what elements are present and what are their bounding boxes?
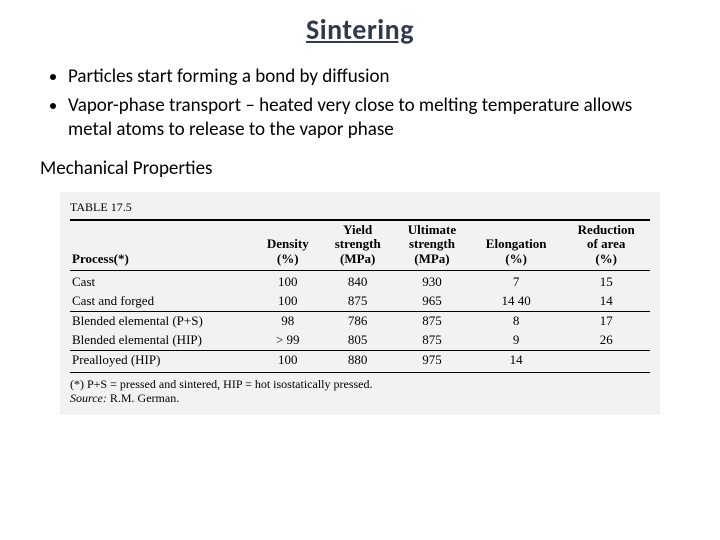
- cell-process: Blended elemental (P+S): [70, 311, 254, 330]
- cell-elongation: 8: [470, 311, 562, 330]
- cell-ultimate: 965: [394, 292, 470, 311]
- table-row: Cast 100 840 930 7 15: [70, 270, 650, 291]
- table-container: TABLE 17.5 Process(*) Density (%) Yield …: [60, 192, 660, 415]
- bullet-list: Particles start forming a bond by diffus…: [40, 65, 680, 143]
- table-header-row: Process(*) Density (%) Yield strength (M…: [70, 220, 650, 270]
- cell-density: 98: [254, 311, 321, 330]
- cell-process: Cast: [70, 270, 254, 291]
- cell-yield: 875: [321, 292, 394, 311]
- cell-yield: 840: [321, 270, 394, 291]
- col-header-text: Elongation: [486, 236, 547, 251]
- footnote-source-value: R.M. German.: [110, 391, 179, 405]
- col-header-text: Reduction: [578, 222, 635, 237]
- col-header-text: Ultimate: [408, 222, 456, 237]
- cell-reduction: [562, 350, 650, 372]
- cell-reduction: 17: [562, 311, 650, 330]
- col-header-text: Process(*): [72, 251, 129, 266]
- col-reduction: Reduction of area (%): [562, 220, 650, 270]
- cell-yield: 805: [321, 331, 394, 350]
- cell-density: 100: [254, 270, 321, 291]
- col-density: Density (%): [254, 220, 321, 270]
- col-header-text: (MPa): [340, 251, 375, 266]
- cell-ultimate: 930: [394, 270, 470, 291]
- cell-elongation: 14 40: [470, 292, 562, 311]
- cell-ultimate: 875: [394, 311, 470, 330]
- col-header-text: Yield: [343, 222, 372, 237]
- col-header-text: Density: [267, 236, 309, 251]
- col-header-text: (%): [277, 251, 299, 266]
- table-row: Blended elemental (HIP) > 99 805 875 9 2…: [70, 331, 650, 350]
- col-header-text: (%): [595, 251, 617, 266]
- col-header-text: strength: [335, 236, 381, 251]
- cell-density: > 99: [254, 331, 321, 350]
- col-yield: Yield strength (MPa): [321, 220, 394, 270]
- cell-elongation: 14: [470, 350, 562, 372]
- slide: Sintering Particles start forming a bond…: [0, 0, 720, 540]
- cell-ultimate: 875: [394, 331, 470, 350]
- list-item: Particles start forming a bond by diffus…: [68, 65, 680, 90]
- cell-density: 100: [254, 292, 321, 311]
- cell-reduction: 14: [562, 292, 650, 311]
- cell-ultimate: 975: [394, 350, 470, 372]
- table-row: Blended elemental (P+S) 98 786 875 8 17: [70, 311, 650, 330]
- list-item: Vapor-phase transport – heated very clos…: [68, 94, 680, 143]
- cell-elongation: 9: [470, 331, 562, 350]
- properties-table: Process(*) Density (%) Yield strength (M…: [70, 219, 650, 373]
- cell-density: 100: [254, 350, 321, 372]
- cell-yield: 880: [321, 350, 394, 372]
- cell-elongation: 7: [470, 270, 562, 291]
- footnote-source-label: Source:: [70, 391, 107, 405]
- col-header-text: of area: [587, 236, 625, 251]
- col-header-text: (MPa): [414, 251, 449, 266]
- cell-process: Blended elemental (HIP): [70, 331, 254, 350]
- section-subheading: Mechanical Properties: [40, 157, 680, 180]
- cell-yield: 786: [321, 311, 394, 330]
- col-header-text: (%): [505, 251, 527, 266]
- table-label: TABLE 17.5: [70, 200, 650, 215]
- table-footnote: (*) P+S = pressed and sintered, HIP = ho…: [70, 377, 650, 406]
- page-title: Sintering: [40, 12, 680, 47]
- cell-process: Cast and forged: [70, 292, 254, 311]
- table-row: Cast and forged 100 875 965 14 40 14: [70, 292, 650, 311]
- col-ultimate: Ultimate strength (MPa): [394, 220, 470, 270]
- footnote-text: (*) P+S = pressed and sintered, HIP = ho…: [70, 377, 372, 391]
- cell-process: Prealloyed (HIP): [70, 350, 254, 372]
- col-elongation: Elongation (%): [470, 220, 562, 270]
- col-process: Process(*): [70, 220, 254, 270]
- cell-reduction: 26: [562, 331, 650, 350]
- table-row: Prealloyed (HIP) 100 880 975 14: [70, 350, 650, 372]
- col-header-text: strength: [409, 236, 455, 251]
- cell-reduction: 15: [562, 270, 650, 291]
